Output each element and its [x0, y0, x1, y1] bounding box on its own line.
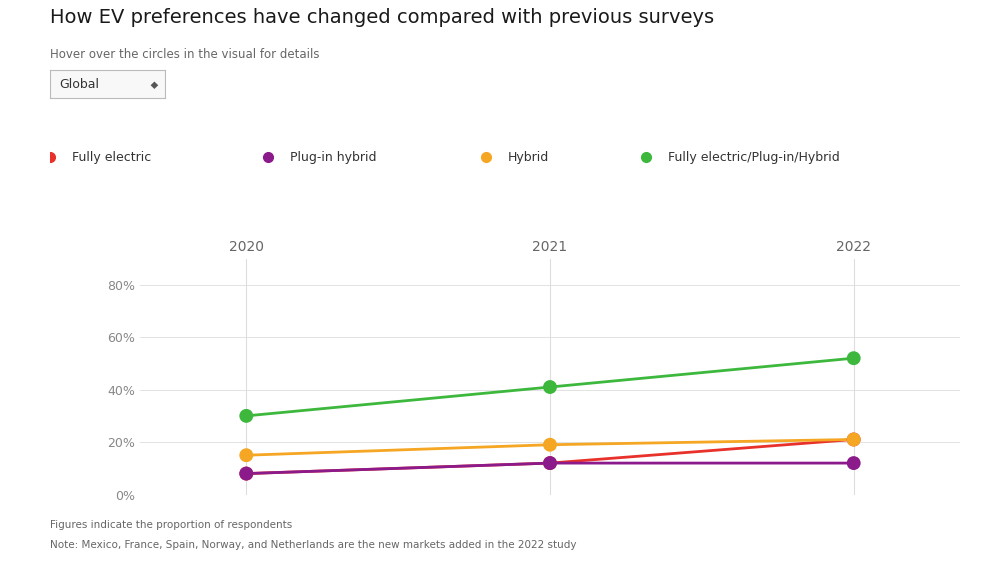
Text: Hybrid: Hybrid	[508, 151, 549, 164]
Text: ◆: ◆	[150, 80, 160, 88]
Point	[846, 435, 862, 444]
Point	[238, 411, 254, 420]
Point	[238, 469, 254, 478]
Point	[238, 469, 254, 478]
Text: Hover over the circles in the visual for details: Hover over the circles in the visual for…	[50, 48, 320, 61]
Text: Plug-in hybrid: Plug-in hybrid	[290, 151, 377, 164]
Text: Note: Mexico, France, Spain, Norway, and Netherlands are the new markets added i: Note: Mexico, France, Spain, Norway, and…	[50, 540, 576, 550]
Point	[542, 440, 558, 449]
Point	[846, 435, 862, 444]
Point	[542, 383, 558, 392]
Point	[238, 451, 254, 460]
Text: Fully electric/Plug-in/Hybrid: Fully electric/Plug-in/Hybrid	[668, 151, 840, 164]
Text: Figures indicate the proportion of respondents: Figures indicate the proportion of respo…	[50, 520, 292, 530]
Point	[846, 459, 862, 468]
Text: How EV preferences have changed compared with previous surveys: How EV preferences have changed compared…	[50, 8, 714, 28]
Text: Fully electric: Fully electric	[72, 151, 152, 164]
Text: Global: Global	[59, 78, 99, 91]
Point	[542, 459, 558, 468]
Point	[542, 459, 558, 468]
Point	[846, 353, 862, 362]
